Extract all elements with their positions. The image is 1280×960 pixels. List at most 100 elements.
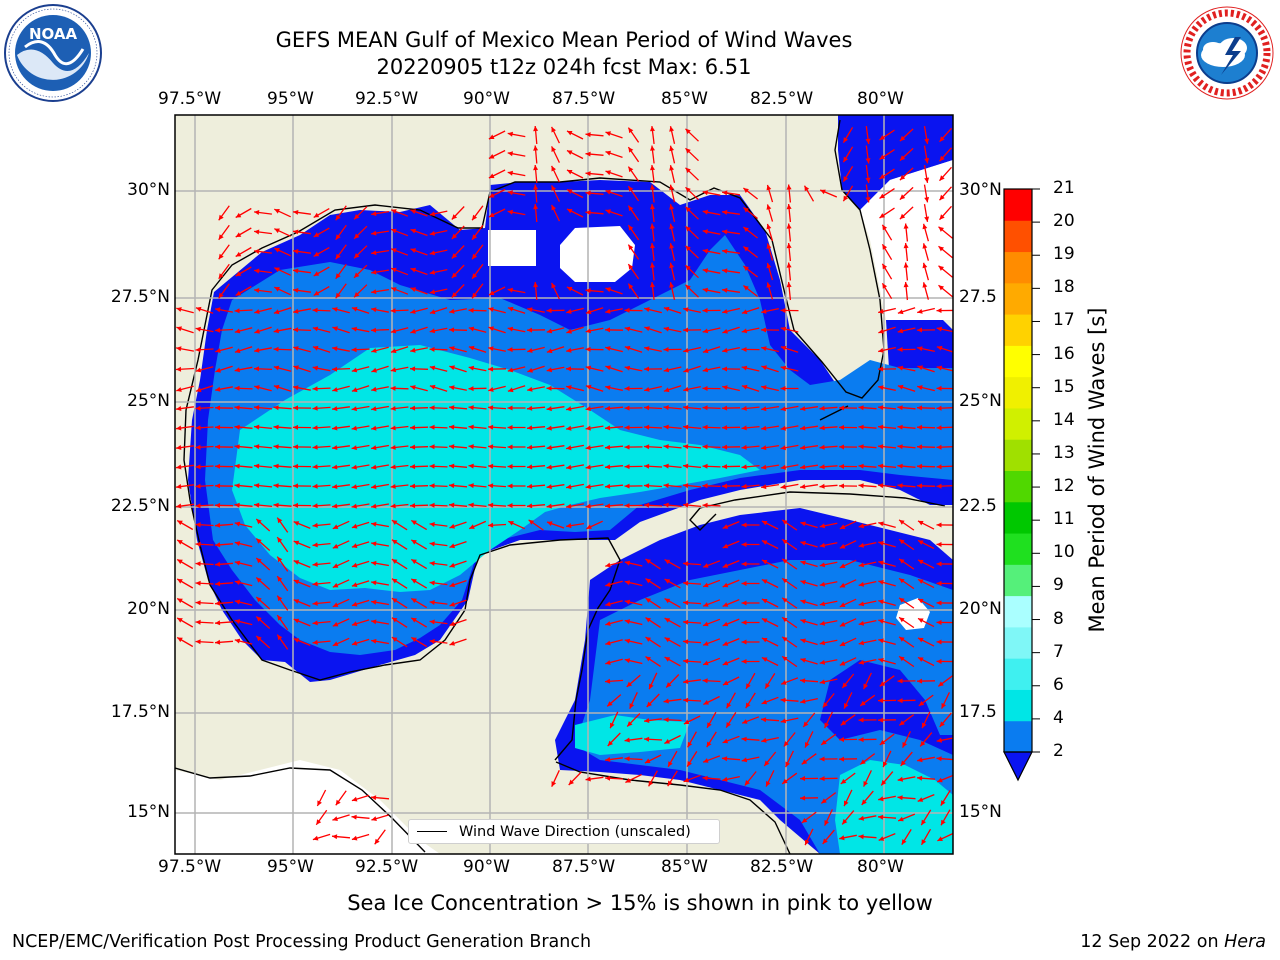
wind-wave-arrow-head bbox=[722, 425, 728, 431]
wind-wave-arrow-head bbox=[663, 326, 670, 332]
wind-wave-arrow-head bbox=[761, 484, 767, 490]
wind-wave-arrow-head bbox=[468, 345, 475, 351]
colorbar-label: Mean Period of Wind Waves [s] bbox=[1085, 307, 1109, 633]
wind-wave-arrow-head bbox=[449, 463, 455, 469]
wind-wave-arrow-head bbox=[645, 656, 651, 662]
wind-wave-arrow-head bbox=[312, 835, 319, 841]
wind-wave-arrow-head bbox=[371, 619, 377, 625]
map-frame bbox=[174, 114, 954, 855]
wind-wave-arrow-head bbox=[624, 503, 630, 509]
wind-wave-arrow-head bbox=[741, 365, 748, 371]
wind-wave-arrow-head bbox=[488, 366, 494, 372]
wind-wave-arrow-head bbox=[371, 464, 377, 470]
wind-wave-arrow-head bbox=[878, 328, 884, 334]
wind-wave-arrow-head bbox=[429, 230, 436, 236]
wind-wave-arrow-head bbox=[234, 328, 241, 334]
wind-wave-arrow-head bbox=[605, 678, 611, 684]
wind-wave-arrow-head bbox=[566, 366, 571, 372]
wind-wave-arrow-head bbox=[918, 700, 925, 706]
wind-wave-arrow-head bbox=[533, 165, 539, 171]
wind-wave-arrow-head bbox=[605, 346, 611, 351]
wind-wave-arrow-head bbox=[429, 309, 436, 315]
wind-wave-arrow-head bbox=[839, 483, 844, 489]
wind-wave-arrow-head bbox=[840, 720, 847, 726]
wind-wave-arrow-head bbox=[254, 229, 260, 235]
wind-wave-arrow-head bbox=[312, 444, 318, 450]
wind-wave-arrow-head bbox=[782, 558, 788, 564]
wind-wave-arrow-head bbox=[702, 308, 708, 313]
wind-wave-arrow-head bbox=[533, 126, 539, 132]
wind-wave-arrow-head bbox=[351, 387, 358, 393]
wind-wave-arrow-head bbox=[332, 406, 338, 411]
wind-wave-arrow-head bbox=[624, 560, 631, 566]
wind-wave-arrow-head bbox=[374, 838, 380, 845]
wind-wave-arrow-head bbox=[897, 405, 903, 411]
wind-wave-arrow-head bbox=[663, 405, 669, 411]
wind-wave-arrow-head bbox=[858, 542, 865, 548]
wind-wave-arrow-head bbox=[391, 559, 398, 564]
wind-wave-arrow-head bbox=[293, 365, 299, 371]
wind-wave-arrow-head bbox=[429, 619, 435, 625]
wind-wave-arrow-head bbox=[936, 308, 942, 313]
wind-wave-arrow-head bbox=[839, 405, 844, 411]
wind-wave-arrow-head bbox=[843, 195, 849, 202]
wind-wave-arrow-head bbox=[351, 347, 357, 353]
colorbar-tick-label: 21 bbox=[1053, 178, 1075, 198]
wind-wave-arrow-head bbox=[924, 197, 930, 203]
wind-wave-arrow-head bbox=[741, 639, 747, 645]
wind-wave-arrow-head bbox=[411, 578, 417, 584]
wind-wave-arrow-head bbox=[585, 171, 591, 177]
wind-wave-arrow-head bbox=[858, 640, 865, 646]
lat-label-right: 30°N bbox=[959, 180, 1002, 200]
wind-wave-arrow-head bbox=[897, 424, 903, 430]
wind-wave-arrow-head bbox=[488, 483, 494, 489]
wind-wave-arrow-head bbox=[917, 385, 923, 390]
wind-wave-arrow-head bbox=[804, 185, 810, 192]
wind-wave-arrow-head bbox=[277, 517, 283, 524]
wind-wave-arrow-head bbox=[449, 365, 455, 371]
wind-wave-arrow-head bbox=[743, 207, 749, 213]
wind-wave-arrow-head bbox=[669, 126, 674, 132]
wind-wave-arrow-head bbox=[218, 214, 224, 221]
wind-wave-arrow-head bbox=[741, 620, 747, 625]
wind-wave-arrow-head bbox=[488, 173, 495, 178]
colorbar-tick-label: 10 bbox=[1053, 542, 1075, 563]
wind-wave-arrow-head bbox=[703, 621, 709, 627]
wind-wave-arrow-head bbox=[585, 151, 591, 157]
colorbar-tick-label: 13 bbox=[1053, 442, 1075, 463]
wind-wave-arrow-head bbox=[390, 503, 396, 509]
colorbar-segment bbox=[1004, 189, 1032, 221]
wind-wave-arrow-head bbox=[585, 190, 591, 196]
wind-wave-arrow-head bbox=[645, 598, 651, 603]
wind-wave-arrow-head bbox=[624, 658, 631, 664]
wind-wave-arrow-head bbox=[628, 264, 634, 270]
wind-wave-arrow-head bbox=[351, 367, 358, 373]
wind-wave-arrow-head bbox=[782, 636, 788, 642]
wind-wave-arrow-head bbox=[863, 683, 868, 690]
wind-wave-arrow-head bbox=[371, 638, 377, 644]
wind-wave-arrow-head bbox=[371, 211, 377, 217]
wind-wave-arrow-head bbox=[743, 266, 749, 271]
wind-wave-arrow-head bbox=[566, 523, 572, 529]
wind-wave-arrow-head bbox=[703, 602, 709, 607]
wind-wave-arrow-head bbox=[332, 346, 338, 352]
wind-wave-arrow-head bbox=[472, 292, 478, 299]
wind-wave-arrow-head bbox=[234, 599, 241, 605]
wind-wave-arrow-head bbox=[924, 138, 930, 144]
wind-wave-arrow-head bbox=[644, 758, 651, 763]
wind-wave-arrow-head bbox=[917, 405, 923, 411]
wind-wave-arrow-head bbox=[546, 445, 552, 451]
wind-wave-arrow-head bbox=[878, 717, 884, 723]
wind-wave-arrow-head bbox=[551, 126, 556, 133]
wind-wave-arrow-head bbox=[663, 444, 669, 450]
wind-wave-arrow-head bbox=[839, 835, 845, 841]
pacific-missing-data bbox=[175, 760, 440, 854]
wind-wave-arrow-head bbox=[722, 464, 728, 470]
wind-wave-arrow-head bbox=[879, 135, 885, 140]
wind-wave-arrow-head bbox=[685, 128, 691, 135]
wind-wave-arrow-head bbox=[468, 365, 475, 371]
wind-wave-direction-arrows bbox=[175, 125, 953, 846]
wind-wave-arrow-head bbox=[277, 615, 283, 621]
wind-wave-arrow-head bbox=[277, 576, 283, 582]
lat-label-right: 15°N bbox=[959, 802, 1002, 822]
